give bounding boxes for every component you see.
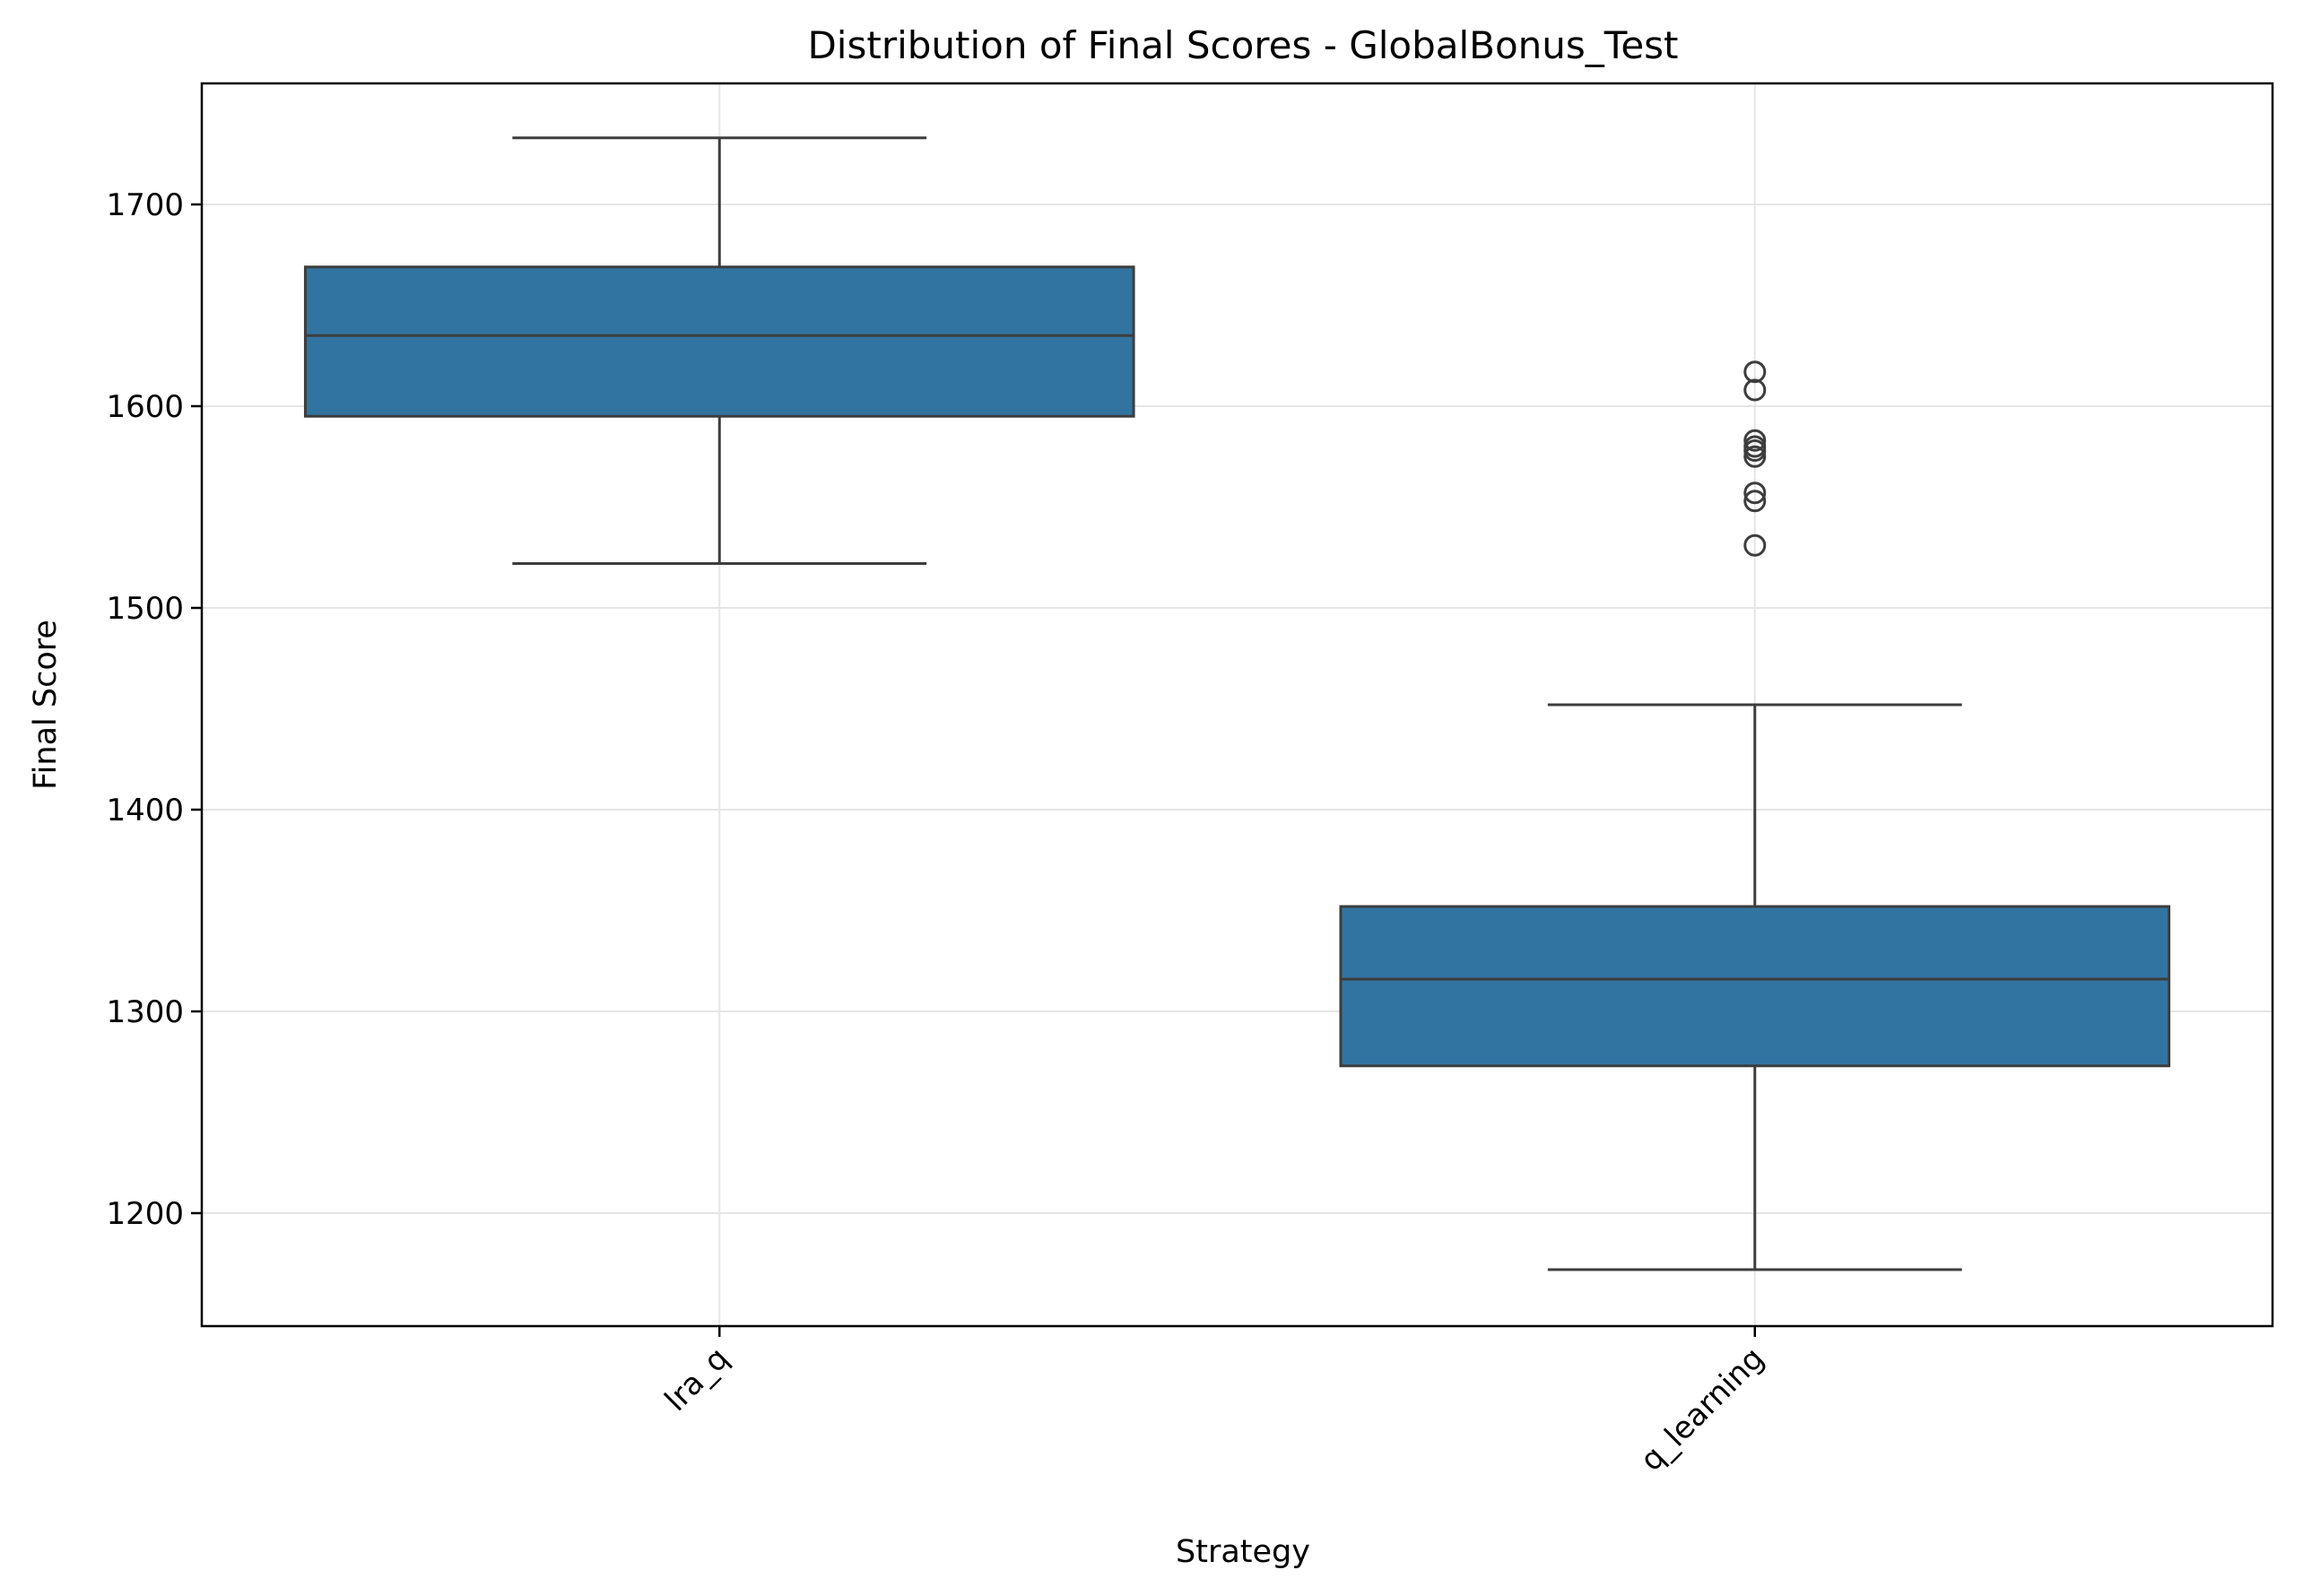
box-layer	[303, 136, 2171, 1271]
chart-title: Distribution of Final Scores - GlobalBon…	[807, 23, 1678, 67]
outlier-point	[1743, 360, 1767, 384]
y-tick-label: 1300	[106, 994, 184, 1030]
x-axis-label: Strategy	[1176, 1534, 1310, 1570]
box-lra-q	[303, 136, 1135, 565]
outlier-point	[1743, 429, 1767, 452]
y-tick-label: 1600	[106, 389, 184, 425]
y-axis-label: Final Score	[28, 620, 64, 790]
interquartile-box	[303, 265, 1135, 418]
interquartile-box	[1339, 905, 2171, 1068]
y-tick-label: 1200	[106, 1196, 184, 1232]
y-tick-label: 1500	[106, 591, 184, 627]
outlier-point	[1743, 439, 1767, 462]
y-tick-label: 1700	[106, 187, 184, 223]
box-q-learning	[1339, 360, 2171, 1271]
y-tick-label: 1400	[106, 793, 184, 828]
outlier-point	[1743, 490, 1767, 513]
plot-area-frame	[200, 82, 2274, 1328]
outlier-point	[1743, 445, 1767, 468]
outlier-point	[1743, 533, 1767, 557]
outlier-point	[1743, 481, 1767, 505]
outlier-point	[1743, 378, 1767, 402]
